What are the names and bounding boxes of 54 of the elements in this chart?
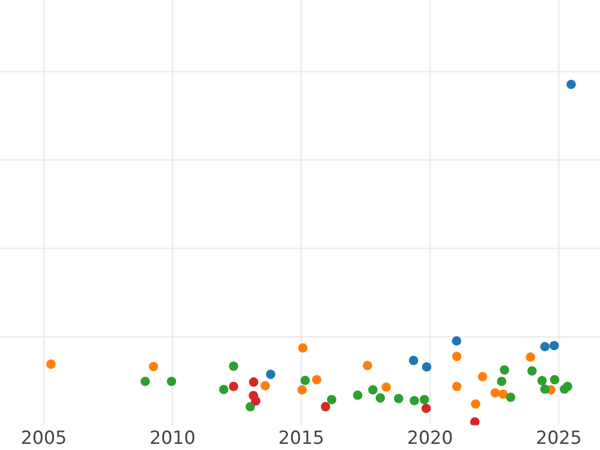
point	[46, 360, 56, 369]
point	[312, 375, 322, 384]
point	[148, 362, 158, 372]
point	[452, 352, 462, 362]
x-tick-label: 2010	[150, 430, 194, 444]
point	[478, 372, 488, 382]
point	[251, 396, 260, 406]
point	[368, 385, 378, 394]
x-tick-label: 2020	[408, 430, 452, 444]
point	[506, 392, 516, 402]
point	[260, 381, 270, 390]
point	[550, 340, 559, 350]
point	[320, 402, 330, 412]
point	[420, 394, 430, 404]
point	[537, 376, 547, 386]
point	[550, 375, 560, 384]
x-tick-label: 2005	[22, 430, 66, 444]
point	[394, 394, 404, 404]
point	[219, 384, 228, 394]
point	[228, 382, 238, 392]
point	[452, 336, 462, 346]
point	[248, 377, 258, 387]
point	[540, 342, 550, 352]
point	[228, 362, 238, 371]
point	[140, 376, 150, 386]
point	[496, 376, 506, 386]
point	[422, 362, 432, 372]
point	[376, 393, 385, 403]
point	[327, 394, 336, 404]
point	[166, 376, 176, 386]
point	[500, 365, 510, 375]
x-tick-label: 2015	[280, 430, 323, 444]
point	[452, 382, 462, 392]
point	[566, 80, 576, 90]
point	[470, 417, 480, 426]
point	[540, 384, 550, 394]
point	[298, 343, 308, 353]
point	[382, 382, 391, 392]
point	[562, 382, 572, 392]
point	[498, 390, 508, 399]
point	[470, 399, 480, 409]
point	[408, 356, 418, 366]
x-tick-label: 2025	[537, 430, 580, 444]
point	[362, 360, 372, 370]
point	[526, 352, 536, 362]
point	[422, 404, 431, 414]
point	[297, 385, 307, 394]
point	[410, 396, 419, 406]
point	[490, 388, 500, 398]
point	[246, 402, 255, 412]
point	[353, 390, 362, 400]
point	[266, 370, 276, 379]
point	[527, 366, 537, 376]
point	[300, 376, 310, 386]
